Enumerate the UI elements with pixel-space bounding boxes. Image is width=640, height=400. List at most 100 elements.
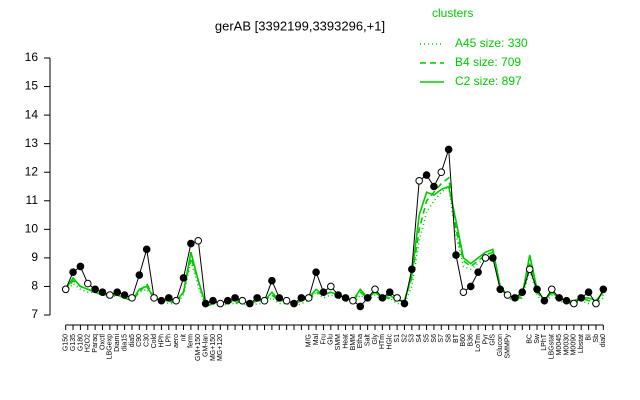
x-tick-label: LBGstat (549, 334, 556, 359)
data-point (474, 268, 482, 276)
x-tick-label: LBGexp (107, 334, 114, 359)
data-point (393, 294, 401, 302)
data-point (334, 291, 342, 299)
x-tick-label: Glucon (497, 334, 504, 356)
data-point (577, 294, 586, 302)
x-tick-label: ferm (188, 334, 195, 348)
data-point (201, 299, 210, 308)
data-point (378, 294, 387, 302)
data-point (592, 299, 600, 308)
data-point (297, 294, 306, 302)
data-point (415, 176, 423, 185)
data-point (304, 294, 313, 302)
x-tick-label: C30 (144, 334, 151, 347)
x-tick-label: Diami (114, 334, 121, 352)
data-point (223, 296, 232, 305)
data-point (164, 294, 173, 302)
data-point (76, 262, 85, 271)
y-tick-label: 14 (25, 107, 39, 121)
data-point (422, 171, 431, 179)
data-point (371, 285, 379, 294)
data-point (363, 294, 372, 302)
x-tick-label: BI (585, 334, 592, 341)
x-tick-label: dia15 (121, 334, 128, 351)
data-point (61, 285, 70, 294)
x-tick-label: B60 (460, 334, 467, 347)
data-point (216, 299, 225, 308)
data-point (69, 268, 77, 276)
x-tick-label: BC (527, 334, 534, 344)
x-tick-label: Etha (357, 334, 364, 349)
data-point (150, 294, 158, 302)
data-point (533, 285, 541, 294)
data-point (540, 296, 549, 305)
chart-title: gerAB [3392199,3393296,+1] (215, 18, 385, 33)
data-point (172, 296, 180, 305)
data-point (511, 294, 519, 302)
data-point (570, 299, 578, 308)
x-tick-label: G150 (63, 334, 70, 351)
x-tick-label: HGlc (387, 334, 394, 350)
x-tick-label: M/G (306, 334, 313, 347)
data-point (194, 236, 203, 245)
legend-label: C2 size: 897 (455, 74, 522, 88)
x-tick-label: S6 (431, 334, 438, 343)
x-tick-label: G180 (77, 334, 84, 351)
x-tick-label: BT (453, 333, 460, 343)
data-point (312, 268, 320, 276)
x-tick-label: Sb (593, 334, 600, 343)
x-tick-label: M0045 (556, 334, 563, 356)
data-point (113, 288, 122, 296)
x-tick-label: H2O2 (85, 334, 92, 352)
data-point (599, 285, 608, 294)
data-point (452, 251, 460, 259)
x-tick-label: S8 (445, 334, 452, 343)
data-point (327, 282, 335, 291)
data-point (83, 279, 92, 288)
x-tick-label: C90 (136, 334, 143, 347)
data-point (319, 288, 328, 296)
x-tick-label: S4 (416, 334, 423, 343)
x-tick-label: S5 (423, 334, 430, 343)
x-tick-label: Sw (534, 333, 541, 344)
data-point (238, 296, 247, 305)
data-point (282, 296, 291, 305)
data-point (408, 265, 416, 274)
data-point (430, 182, 438, 191)
data-point (385, 288, 394, 296)
data-point (356, 302, 365, 311)
y-tick-label: 16 (25, 50, 39, 64)
x-tick-label: GM-lan (202, 334, 209, 357)
legend-label: B4 size: 709 (455, 55, 521, 69)
y-tick-label: 12 (25, 164, 39, 178)
data-point (157, 296, 166, 305)
x-tick-label: LoTm (475, 334, 482, 352)
data-point (98, 288, 107, 296)
x-tick-label: Salt (364, 334, 371, 346)
x-tick-label: S2 (401, 334, 408, 343)
data-point (525, 265, 534, 274)
x-tick-label: Fru (320, 334, 327, 345)
y-tick-label: 10 (25, 222, 39, 236)
data-point (290, 299, 298, 308)
x-tick-label: aero (173, 334, 180, 348)
data-point (489, 254, 497, 262)
data-point (481, 254, 490, 262)
data-point (209, 296, 217, 305)
data-point (518, 288, 527, 296)
data-point (400, 299, 409, 308)
x-tick-label: S3 (409, 334, 416, 343)
expression-line (65, 149, 604, 308)
data-point (260, 296, 269, 305)
x-tick-label: G135 (70, 334, 77, 351)
data-point (496, 285, 505, 294)
x-tick-label: B36 (468, 334, 475, 347)
data-point (128, 294, 136, 302)
x-tick-label: Mal (313, 334, 320, 346)
x-tick-label: LPh (166, 334, 173, 347)
data-point (466, 282, 475, 291)
data-point (555, 294, 563, 302)
x-tick-label: S1 (394, 334, 401, 343)
x-tick-label: Gly (372, 334, 379, 345)
